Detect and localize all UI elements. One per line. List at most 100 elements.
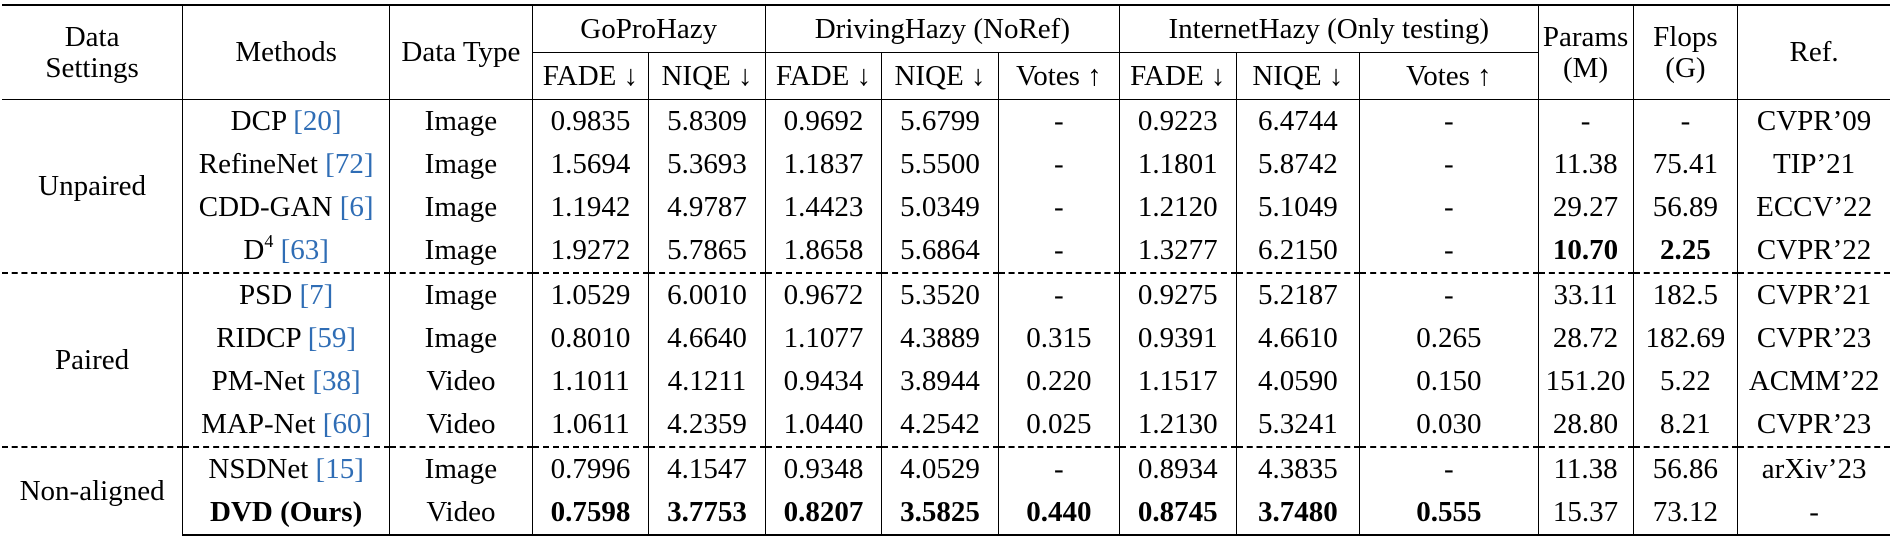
cell-params: 11.38 bbox=[1538, 143, 1634, 186]
method-name-cell: RIDCP [59] bbox=[182, 317, 391, 360]
cell-ref: CVPR’22 bbox=[1756, 234, 1872, 266]
cell-i-votes: - bbox=[1359, 446, 1539, 491]
cell-d-fade: 1.0440 bbox=[765, 403, 883, 447]
citation-link[interactable]: [59] bbox=[307, 322, 357, 354]
cell-i-fade: 0.8934 bbox=[1119, 446, 1237, 491]
method-name-cell: PM-Net [38] bbox=[182, 360, 391, 403]
results-table: Data Settings Methods Data Type GoProHazy… bbox=[2, 4, 1890, 536]
cell-flops: - bbox=[1633, 99, 1739, 143]
cell-i-fade: 0.9275 bbox=[1119, 272, 1237, 317]
cell-type: Video bbox=[389, 360, 533, 403]
header-drivinghazy: DrivingHazy (NoRef) bbox=[765, 4, 1121, 53]
header-ref: Ref. bbox=[1737, 4, 1890, 100]
cell-d-votes: 0.440 bbox=[998, 491, 1121, 536]
cell-ref: CVPR’23 bbox=[1756, 322, 1872, 354]
cell-params: 28.80 bbox=[1538, 403, 1634, 447]
cell-flops: 56.89 bbox=[1633, 186, 1739, 229]
cell-ref: arXiv’23 bbox=[1737, 446, 1890, 491]
cell-d-votes: - bbox=[998, 143, 1121, 186]
citation-link[interactable]: [72] bbox=[325, 148, 374, 180]
citation-link[interactable]: [20] bbox=[293, 105, 342, 137]
cell-type: Image bbox=[389, 186, 533, 229]
cell-ref: CVPR’21 bbox=[1737, 272, 1890, 317]
cell-d-niqe: 4.3889 bbox=[881, 317, 999, 360]
cell-d-fade: 0.9692 bbox=[765, 99, 883, 143]
cell-flops: 75.41 bbox=[1633, 143, 1739, 186]
cell-type: Image bbox=[389, 446, 533, 491]
cell-i-fade: 1.1517 bbox=[1119, 360, 1237, 403]
cell-d-fade: 0.9434 bbox=[765, 360, 883, 403]
method-name: CDD-GAN bbox=[198, 191, 340, 223]
method-name: DCP bbox=[230, 105, 294, 137]
cell-i-votes: - bbox=[1359, 143, 1539, 186]
table-row: Unpaired DCP [20] Image 0.9835 5.8309 0.9692 5… bbox=[2, 99, 1890, 273]
cell-d-votes: 0.025 bbox=[998, 403, 1121, 447]
cell-i-niqe: 5.1049 bbox=[1236, 186, 1361, 229]
table-body: Unpaired DCP [20] Image 0.9835 5.8309 0.9692 5… bbox=[2, 99, 1890, 536]
method-name: PSD bbox=[238, 279, 300, 311]
citation-link[interactable]: [63] bbox=[280, 234, 329, 266]
header-internet-votes: Votes ↑ bbox=[1359, 52, 1539, 100]
cell-flops: 56.86 bbox=[1633, 446, 1739, 491]
cell-d-votes: 0.220 bbox=[998, 360, 1121, 403]
cell-g-niqe: 4.1547 bbox=[648, 446, 766, 491]
method-name: RIDCP bbox=[216, 322, 308, 354]
method-name-cell: D4 [63] bbox=[182, 229, 391, 273]
citation-link[interactable]: [38] bbox=[312, 365, 361, 397]
cell-flops: 73.12 bbox=[1633, 491, 1739, 536]
table-row: PM-Net [38] Video 1.1011 4.1211 0.9434 3.8944… bbox=[2, 360, 1890, 403]
group-label: Unpaired bbox=[2, 99, 184, 273]
method-superscript: 4 bbox=[264, 231, 274, 251]
cell-flops: 2.25 bbox=[1633, 229, 1739, 273]
cell-g-fade: 0.9835 bbox=[532, 99, 650, 143]
method-name: MAP-Net bbox=[201, 408, 323, 440]
cell-d-niqe: 5.3520 bbox=[881, 272, 999, 317]
cell-i-votes: 0.030 bbox=[1359, 403, 1539, 447]
cell-i-fade: 1.1801 bbox=[1119, 143, 1237, 186]
cell-i-fade: 0.9391 bbox=[1119, 317, 1237, 360]
cell-i-niqe: 3.7480 bbox=[1236, 491, 1361, 536]
cell-g-niqe: 6.0010 bbox=[648, 272, 766, 317]
cell-g-fade: 1.0529 bbox=[532, 272, 650, 317]
table-row: Non-aligned NSDNet [15] Image 0.7996 4.1547 0… bbox=[2, 446, 1890, 535]
cell-d-fade: 1.1837 bbox=[765, 143, 883, 186]
cell-d-niqe: 5.6864 bbox=[881, 229, 999, 273]
cell-i-votes: 0.150 bbox=[1359, 360, 1539, 403]
cell-ref: ECCV’22 bbox=[1756, 191, 1873, 223]
citation-link[interactable]: [7] bbox=[299, 279, 334, 311]
citation-link[interactable]: [60] bbox=[322, 408, 372, 440]
cell-i-niqe: 5.3241 bbox=[1236, 403, 1361, 447]
header-internet-fade: FADE ↓ bbox=[1119, 52, 1237, 100]
cell-flops: 5.22 bbox=[1633, 360, 1739, 403]
cell-g-niqe: 4.6640 bbox=[648, 317, 766, 360]
cell-d-niqe: 3.8944 bbox=[881, 360, 999, 403]
cell-i-niqe: 5.8742 bbox=[1236, 143, 1361, 186]
cell-i-votes: - bbox=[1359, 99, 1539, 143]
cell-g-niqe: 5.7865 bbox=[648, 229, 766, 273]
cell-i-niqe: 5.2187 bbox=[1236, 272, 1361, 317]
citation-link[interactable]: [15] bbox=[315, 453, 364, 485]
citation-link[interactable]: [6] bbox=[339, 191, 374, 223]
cell-d-fade: 1.4423 bbox=[765, 186, 883, 229]
cell-ref: CVPR’09 bbox=[1756, 105, 1872, 137]
method-name: PM-Net bbox=[211, 365, 313, 397]
cell-type: Video bbox=[389, 491, 533, 536]
cell-g-fade: 1.5694 bbox=[532, 143, 650, 186]
cell-d-votes: - bbox=[998, 272, 1121, 317]
cell-i-fade: 1.3277 bbox=[1119, 229, 1237, 273]
cell-g-fade: 0.8010 bbox=[532, 317, 650, 360]
cell-params: 15.37 bbox=[1538, 491, 1634, 536]
cell-params: 33.11 bbox=[1538, 272, 1634, 317]
cell-params: 29.27 bbox=[1538, 186, 1634, 229]
method-name-cell: MAP-Net [60] bbox=[182, 403, 391, 447]
cell-d-fade: 0.8207 bbox=[765, 491, 883, 536]
cell-g-niqe: 4.9787 bbox=[648, 186, 766, 229]
header-gopro-niqe: NIQE ↓ bbox=[648, 52, 766, 100]
cell-g-niqe: 4.1211 bbox=[648, 360, 766, 403]
cell-g-fade: 1.9272 bbox=[532, 229, 650, 273]
cell-type: Image bbox=[389, 99, 533, 143]
method-name: D bbox=[243, 234, 265, 266]
cell-i-niqe: 6.2150 bbox=[1236, 229, 1361, 273]
cell-i-niqe: 4.0590 bbox=[1236, 360, 1361, 403]
cell-i-fade: 0.9223 bbox=[1119, 99, 1237, 143]
